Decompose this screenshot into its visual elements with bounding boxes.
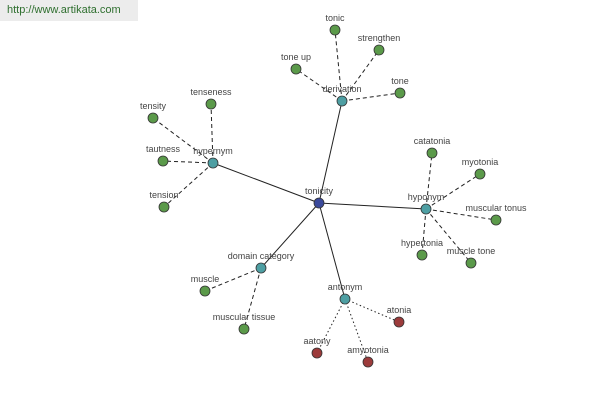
leaf-node (416, 249, 428, 261)
leaf-node-label: tone (391, 76, 409, 86)
leaf-node-label: catatonia (414, 136, 451, 146)
leaf-node (394, 87, 406, 99)
edge (318, 202, 427, 210)
leaf-node (205, 98, 217, 110)
edge (163, 162, 214, 208)
leaf-node (474, 168, 486, 180)
antonym-node-label: aatony (303, 336, 331, 346)
site-url[interactable]: http://www.artikata.com (0, 0, 138, 21)
relation-node-label: hypernym (193, 146, 233, 156)
edge (295, 68, 343, 102)
edge (243, 267, 262, 330)
center-node-label: tonicity (305, 186, 334, 196)
leaf-node (490, 214, 502, 226)
leaf-node (238, 323, 250, 335)
leaf-node-label: muscle (191, 274, 220, 284)
relation-node (207, 157, 219, 169)
leaf-node (147, 112, 159, 124)
edge (341, 92, 401, 102)
relation-node-label: derivation (322, 84, 361, 94)
relation-node-label: hyponym (408, 192, 445, 202)
leaf-node (157, 155, 169, 167)
edge (341, 49, 380, 102)
antonym-node (311, 347, 323, 359)
relation-node-label: antonym (328, 282, 363, 292)
edge (425, 152, 433, 210)
leaf-node-label: tonic (325, 13, 345, 23)
leaf-node (290, 63, 302, 75)
relation-node (420, 203, 432, 215)
edge (421, 208, 427, 256)
leaf-node (329, 24, 341, 36)
antonym-node (393, 316, 405, 328)
leaf-node-label: tenseness (190, 87, 232, 97)
leaf-node-label: hypertonia (401, 238, 443, 248)
edge (212, 162, 320, 204)
edge (318, 100, 343, 204)
center-node (313, 197, 325, 209)
relation-node (339, 293, 351, 305)
leaf-node (465, 257, 477, 269)
edge (425, 173, 481, 210)
antonym-node-label: atonia (387, 305, 412, 315)
leaf-node-label: tension (149, 190, 178, 200)
leaf-node-label: tone up (281, 52, 311, 62)
edge (425, 208, 497, 221)
antonym-node (362, 356, 374, 368)
leaf-node-label: tautness (146, 144, 181, 154)
leaf-node-label: tensity (140, 101, 167, 111)
leaf-node (199, 285, 211, 297)
leaf-node-label: strengthen (358, 33, 401, 43)
edge (425, 208, 472, 264)
leaf-node-label: muscle tone (447, 246, 496, 256)
leaf-node-label: myotonia (462, 157, 499, 167)
leaf-node (373, 44, 385, 56)
leaf-node-label: muscular tissue (213, 312, 276, 322)
relation-node (336, 95, 348, 107)
edge (204, 267, 262, 292)
edge (334, 29, 343, 102)
edge (210, 103, 214, 164)
edge (344, 298, 400, 323)
antonym-node-label: amyotonia (347, 345, 389, 355)
edge (152, 117, 214, 164)
edge (162, 160, 214, 164)
edge (318, 202, 346, 300)
relation-node-label: domain category (228, 251, 295, 261)
relation-node (255, 262, 267, 274)
leaf-node (158, 201, 170, 213)
leaf-node (426, 147, 438, 159)
edge (260, 202, 320, 269)
leaf-node-label: muscular tonus (465, 203, 527, 213)
